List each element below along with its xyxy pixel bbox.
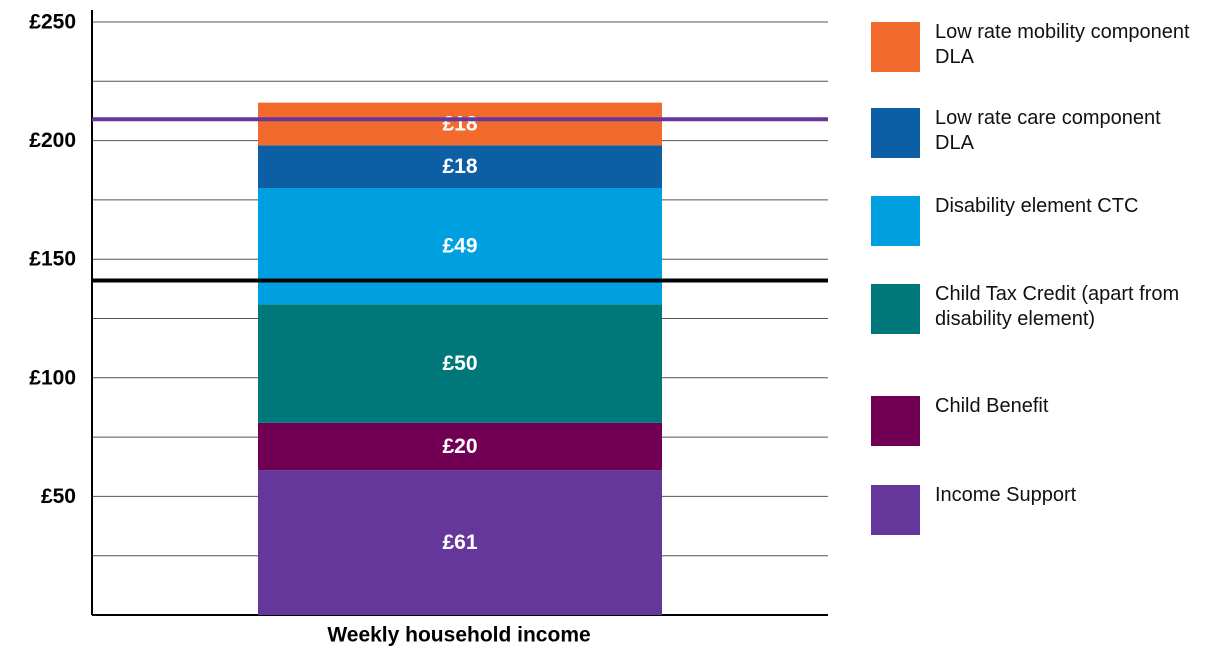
legend-swatch	[871, 22, 920, 72]
legend-label: Low rate mobility component DLA	[935, 21, 1190, 68]
legend-item: Disability element CTC	[871, 195, 1205, 246]
y-tick-label: £250	[29, 11, 76, 34]
legend-item: Low rate mobility component DLA	[871, 21, 1205, 72]
legend-label: Child Tax Credit (apart from disability …	[935, 283, 1180, 330]
legend-swatch	[871, 396, 920, 446]
bar-segment	[258, 304, 662, 423]
legend-label: Disability element CTC	[935, 195, 1139, 217]
bar-segment	[258, 470, 662, 615]
bar-segment	[258, 422, 662, 471]
legend-swatch	[871, 485, 920, 535]
x-axis-label: Weekly household income	[327, 624, 590, 647]
legend-label: Low rate care component DLA	[935, 107, 1161, 154]
y-tick-label: £200	[29, 129, 76, 152]
bar-segment	[258, 188, 662, 305]
legend: Low rate mobility component DLA Low rate …	[871, 0, 1212, 652]
legend-swatch	[871, 284, 920, 334]
y-tick-label: £100	[29, 366, 76, 389]
legend-label: Income Support	[935, 484, 1077, 506]
legend-swatch	[871, 196, 920, 246]
legend-label: Child Benefit	[935, 395, 1049, 417]
value-label: £18	[442, 113, 477, 136]
value-label: £49	[442, 235, 477, 258]
value-label: £50	[442, 352, 477, 375]
bar-segment	[258, 145, 662, 189]
legend-item: Income Support	[871, 484, 1205, 535]
legend-item: Low rate care component DLA	[871, 107, 1205, 158]
legend-item: Child Benefit	[871, 395, 1205, 446]
legend-swatch	[871, 108, 920, 158]
value-label: £20	[442, 435, 477, 458]
bar-segment	[258, 102, 662, 146]
y-tick-label: £150	[29, 248, 76, 271]
value-label: £18	[442, 155, 477, 178]
y-tick-label: £50	[41, 485, 76, 508]
value-label: £61	[442, 531, 477, 554]
legend-item: Child Tax Credit (apart from disability …	[871, 283, 1205, 334]
